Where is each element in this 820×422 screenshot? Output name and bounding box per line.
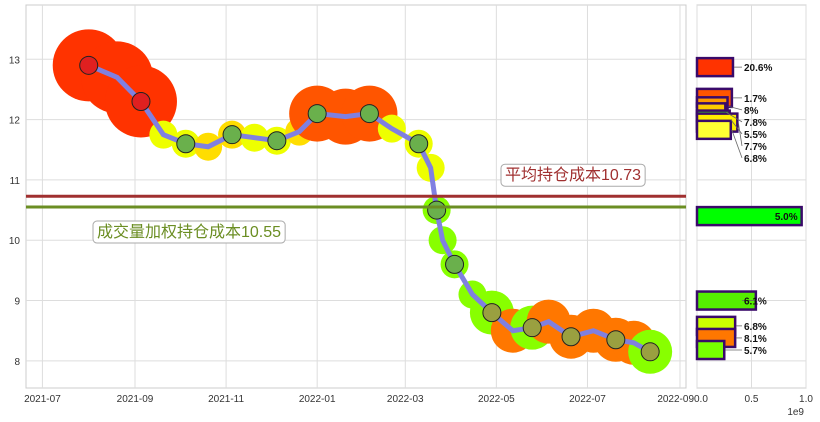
x-tick-label: 0.0 xyxy=(694,394,708,405)
x-tick-label: 2022-01 xyxy=(299,394,336,405)
fruit-marker xyxy=(79,55,99,75)
y-tick-label: 11 xyxy=(10,176,21,187)
volume-bar xyxy=(695,339,726,361)
y-tick-label: 10 xyxy=(9,236,21,247)
label-leader-line xyxy=(726,112,743,123)
fruit-marker xyxy=(307,104,327,124)
y-tick-label: 12 xyxy=(9,116,21,127)
fruit-marker xyxy=(359,104,379,124)
cost-annotation-text: 平均持仓成本10.73 xyxy=(505,166,641,184)
y-tick-label: 8 xyxy=(14,357,20,368)
x-tick-label: 2022-03 xyxy=(387,394,424,405)
fruit-marker xyxy=(640,342,660,362)
fruit-marker xyxy=(482,303,502,323)
x-tick-label: 0.5 xyxy=(745,394,759,405)
volume-bar-label: 6.8% xyxy=(744,322,767,333)
x-tick-label: 2022-07 xyxy=(569,394,606,405)
volume-bar-label: 7.8% xyxy=(744,118,767,129)
fruit-marker xyxy=(222,125,242,145)
y-tick-label: 13 xyxy=(9,55,21,66)
fruit-marker xyxy=(267,131,287,151)
volume-bar-label: 5.5% xyxy=(744,130,767,141)
fruit-marker xyxy=(427,200,447,220)
x-tick-label: 2022-05 xyxy=(478,394,515,405)
x-tick-label: 2021-11 xyxy=(208,394,244,405)
cost-annotation: 平均持仓成本10.73 xyxy=(500,163,646,187)
fruit-marker xyxy=(409,134,429,154)
cost-annotation: 成交量加权持仓成本10.55 xyxy=(92,220,286,244)
label-leader-line xyxy=(737,122,743,146)
x-tick-label: 2021-09 xyxy=(117,394,154,405)
label-leader-line xyxy=(731,129,743,159)
x-tick-label: 2022-09 xyxy=(657,394,694,405)
volume-bar-label: 8.1% xyxy=(744,334,767,345)
volume-bar-label: 20.6% xyxy=(744,63,772,74)
volume-bar-label: 7.7% xyxy=(744,142,767,153)
fruit-marker xyxy=(606,330,626,350)
volume-bar xyxy=(695,205,803,227)
volume-bar-label: 8% xyxy=(744,106,759,117)
x-tick-label: 2021-07 xyxy=(24,394,61,405)
cost-annotation-text: 成交量加权持仓成本10.55 xyxy=(97,223,281,241)
x-scale-label: 1e9 xyxy=(787,407,804,418)
volume-bar-label: 5.7% xyxy=(744,346,767,357)
volume-bar-label: 6.1% xyxy=(744,297,767,308)
fruit-marker xyxy=(522,318,542,338)
volume-bar xyxy=(695,56,735,78)
x-tick-label: 1.0 xyxy=(799,394,813,405)
volume-bar-label: 5.0% xyxy=(775,212,798,223)
fruit-marker xyxy=(445,254,465,274)
fruit-marker xyxy=(561,327,581,347)
volume-bar-label: 1.7% xyxy=(744,94,767,105)
fruit-marker xyxy=(176,134,196,154)
volume-bar xyxy=(695,119,733,141)
y-tick-label: 9 xyxy=(14,297,20,308)
label-leader-line xyxy=(728,105,743,111)
fruit-marker xyxy=(131,92,151,112)
volume-bar-label: 6.8% xyxy=(744,154,767,165)
